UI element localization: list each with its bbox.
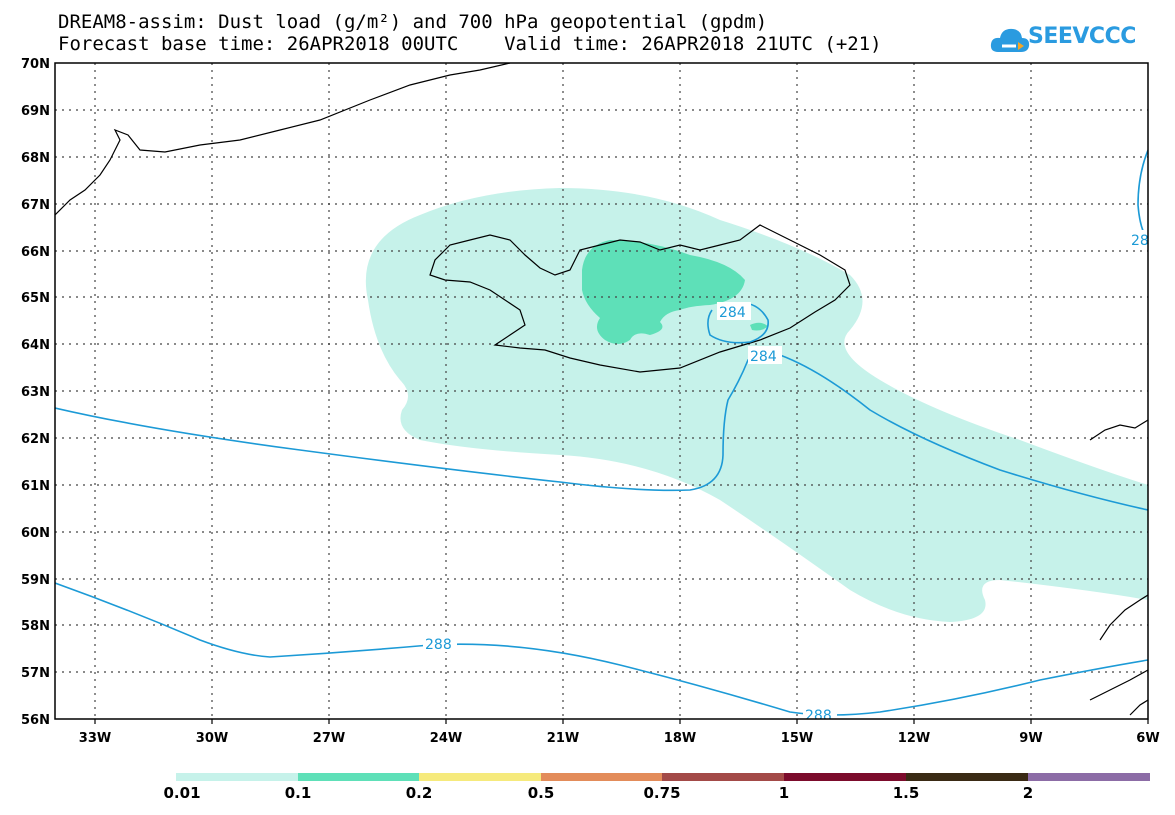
legend-swatch: [541, 773, 662, 781]
legend-swatch: [906, 773, 1028, 781]
iceland-coast: [429, 224, 851, 373]
legend-label: 0.5: [527, 784, 555, 802]
lat-label: 64N: [21, 338, 50, 353]
axis-ticks: [94, 719, 1149, 724]
scotland-coast: [1089, 594, 1148, 716]
lat-label: 57N: [21, 666, 50, 681]
legend-label: 1: [778, 784, 790, 802]
lat-label: 69N: [21, 104, 50, 119]
dust-region-low: [365, 188, 1148, 622]
faroe-shetland-coast: [1089, 419, 1148, 441]
contour-288: [55, 582, 1148, 716]
legend-label: 0.75: [643, 784, 681, 802]
lat-label: 58N: [21, 619, 50, 634]
map-frame: [54, 62, 1149, 720]
graticule: [55, 63, 1148, 719]
logo-text: SEEVCCC: [1028, 24, 1136, 49]
map-subtitle: Forecast base time: 26APR2018 00UTC Vali…: [58, 33, 882, 55]
legend-label: 2: [1022, 784, 1034, 802]
lat-label: 60N: [21, 526, 50, 541]
legend-swatch: [298, 773, 419, 781]
contour-label: 288: [425, 637, 452, 653]
lat-label: 61N: [21, 479, 50, 494]
lon-label: 30W: [196, 731, 228, 746]
lon-label: 12W: [898, 731, 930, 746]
legend-label: 0.1: [284, 784, 312, 802]
legend-swatch: [662, 773, 784, 781]
lon-label: 9W: [1019, 731, 1042, 746]
legend-label: 1.5: [892, 784, 920, 802]
legend-swatch: [176, 773, 298, 781]
lat-label: 70N: [21, 57, 50, 72]
lon-label: 18W: [664, 731, 696, 746]
lon-label: 24W: [430, 731, 462, 746]
coastlines: [55, 63, 1148, 716]
lon-label: 27W: [313, 731, 345, 746]
lat-label: 62N: [21, 432, 50, 447]
lon-label: 33W: [79, 731, 111, 746]
lat-label: 67N: [21, 198, 50, 213]
lat-label: 66N: [21, 245, 50, 260]
contour-label: 284: [719, 305, 746, 321]
contour-284-loop: [707, 302, 769, 344]
longitude-labels: 33W 30W 27W 24W 21W 18W 15W 12W 9W 6W: [79, 731, 1160, 746]
dust-region-mid-small: [750, 322, 768, 331]
contour-284-north: [55, 352, 1148, 511]
contour-label: 288: [805, 708, 832, 724]
dust-region-mid: [582, 240, 745, 344]
map-title: DREAM8-assim: Dust load (g/m²) and 700 h…: [58, 11, 768, 33]
lat-label: 63N: [21, 385, 50, 400]
legend-swatch: [1028, 773, 1150, 781]
legend-swatch: [419, 773, 541, 781]
lon-label: 15W: [781, 731, 813, 746]
lat-label: 68N: [21, 151, 50, 166]
cloud-logo-icon: [990, 28, 1030, 52]
legend-label: 0.01: [163, 784, 201, 802]
contour-280-east: [1137, 149, 1148, 241]
geopotential-contours: [55, 149, 1148, 716]
lon-label: 21W: [547, 731, 579, 746]
legend-label: 0.2: [405, 784, 433, 802]
lat-label: 65N: [21, 291, 50, 306]
legend-swatch: [784, 773, 906, 781]
lat-label: 59N: [21, 573, 50, 588]
contour-label: 284: [750, 349, 777, 365]
contour-label: 28: [1131, 233, 1149, 249]
lon-label: 6W: [1136, 731, 1159, 746]
greenland-coast: [55, 63, 511, 216]
contour-label-group: 284 284 288 288 28: [423, 230, 1149, 724]
legend-colorbar: [176, 773, 1150, 781]
latitude-labels: 70N 69N 68N 67N 66N 65N 64N 63N 62N 61N …: [21, 57, 50, 728]
lat-label: 56N: [21, 713, 50, 728]
